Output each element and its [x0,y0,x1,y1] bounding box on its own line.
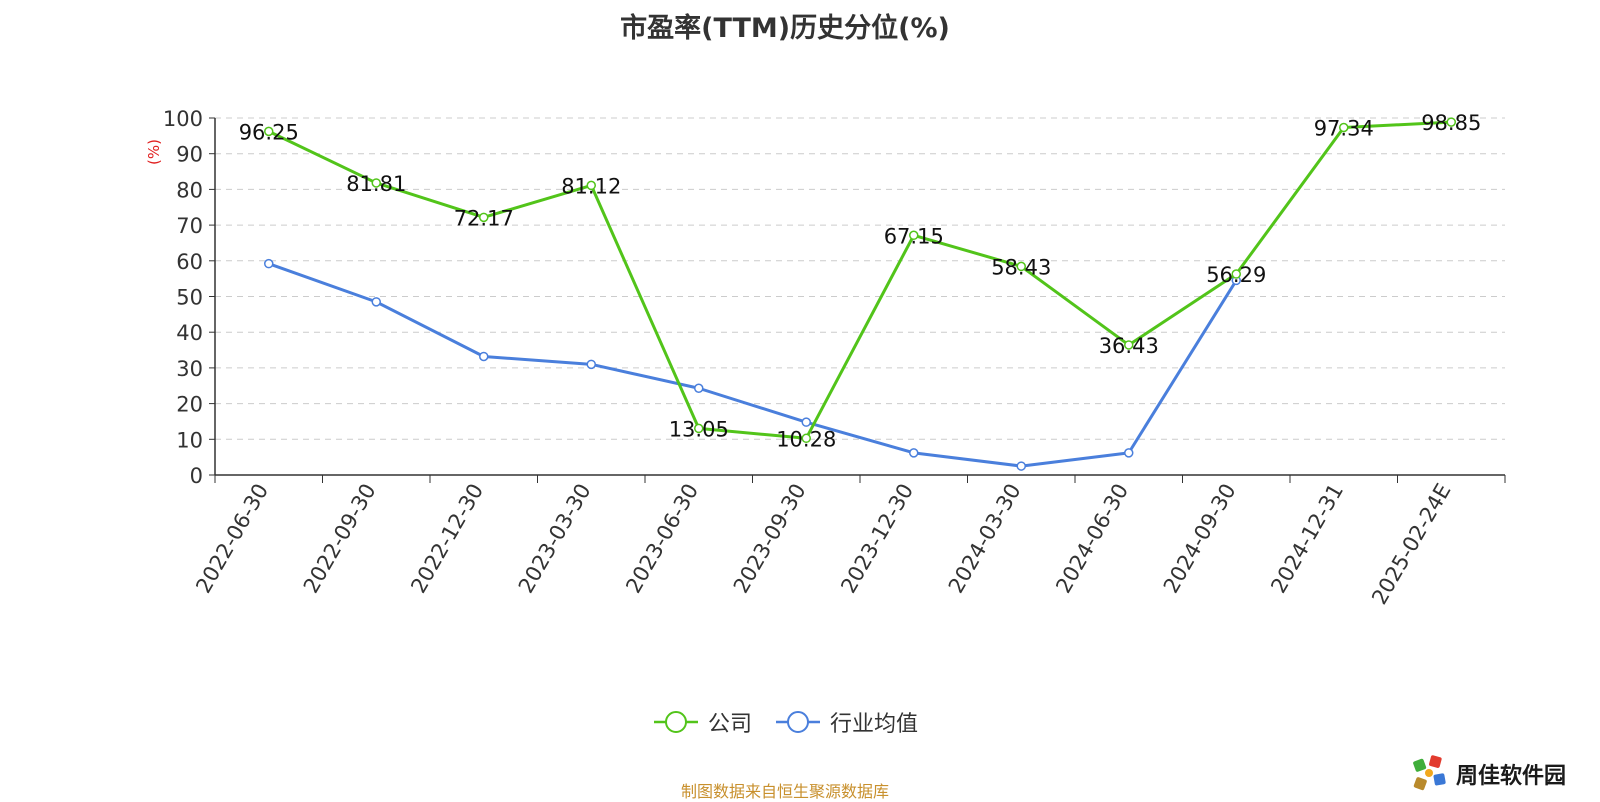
data-point [1016,461,1026,471]
data-point [586,359,596,370]
data-point [479,351,489,362]
y-tick-label: 90 [176,143,203,167]
data-label: 98.85 [1421,111,1481,135]
y-tick-label: 0 [190,464,203,488]
x-tick-label: 2024-09-30 [1159,480,1241,598]
grid-lines [215,117,1505,440]
series-line-0 [268,120,1452,440]
data-point [479,212,489,223]
y-tick-label: 80 [176,178,203,202]
chart-title: 市盈率(TTM)历史分位(%) [620,13,950,44]
data-labels: 96.25 81.81 72.17 81.12 13.05 10.28 67.15 58.43… [239,111,1482,451]
legend-label-industry: 行业均值 [830,712,919,737]
data-point [586,180,596,191]
data-label: 13.05 [669,417,729,441]
data-label: 72.17 [454,206,514,230]
data-label: 58.43 [991,255,1051,279]
source-note: 制图数据来自恒生聚源数据库 [680,782,889,801]
data-label: 81.81 [346,172,406,196]
legend-item-company[interactable]: 公司 [652,706,752,738]
data-label: 56.29 [1206,263,1266,287]
series-lines [264,117,1456,471]
legend-item-industry[interactable]: 行业均值 [774,706,918,738]
data-point [264,258,274,269]
series-line-1 [268,262,1238,468]
data-label: 36.43 [1099,334,1159,358]
data-point [801,417,811,427]
x-tick-label: 2023-12-30 [836,480,918,598]
data-point [371,178,381,188]
x-tick-label: 2024-12-31 [1266,480,1348,598]
data-point [1124,340,1134,350]
data-label: 96.25 [239,120,299,144]
y-tick-label: 40 [176,321,203,345]
x-tick-label: 2023-09-30 [729,480,811,598]
x-tick-label: 2022-09-30 [299,480,381,598]
y-tick-label: 20 [176,393,203,417]
x-tick-label: 2023-03-30 [514,480,596,598]
y-tick-label: 10 [176,428,203,452]
x-tick-label: 2022-12-30 [406,480,488,598]
brand-name: 周佳软件园 [1456,764,1567,789]
data-point [1339,122,1349,133]
y-tick-label: 70 [176,214,203,238]
legend: 公司 行业均值 [0,706,1570,738]
data-point [909,448,919,458]
legend-line-circle-icon [653,711,698,733]
data-point [371,297,381,307]
data-label: 81.12 [561,174,621,198]
data-point [909,230,919,241]
legend-label-company: 公司 [707,712,752,737]
y-tick-label: 60 [176,250,203,274]
brand: 周佳软件园 [1410,754,1566,794]
brand-logo-icon [1413,755,1446,791]
x-tick-label: 2024-03-30 [944,480,1026,598]
data-point [801,433,811,444]
y-tick-label: 30 [176,357,203,381]
x-tick-label: 2025-02-24E [1367,480,1455,609]
x-tick-label: 2022-06-30 [191,480,273,598]
data-point [694,383,704,393]
y-tick-label: 50 [176,286,203,310]
data-point [694,423,704,434]
data-point [1016,261,1026,272]
data-label: 97.34 [1314,116,1374,140]
data-point [1231,269,1241,279]
data-label: 10.28 [776,427,836,451]
data-point [1446,117,1456,127]
legend-line-circle-icon [776,711,820,733]
line-chart: 0 10 20 30 40 50 60 70 80 90 100(%) 2022-06-30 2022-… [145,107,1506,609]
y-tick-label: 100 [163,107,203,131]
x-tick-label: 2023-06-30 [621,480,703,598]
x-tick-label: 2024-06-30 [1051,480,1133,598]
data-point [264,126,274,137]
y-axis-title: (%) [145,139,163,165]
data-point [1124,448,1134,458]
data-label: 67.15 [884,224,944,248]
